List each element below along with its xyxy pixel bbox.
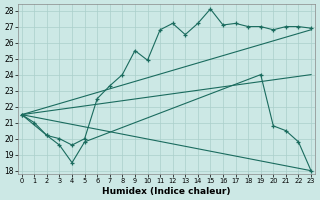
- X-axis label: Humidex (Indice chaleur): Humidex (Indice chaleur): [102, 187, 231, 196]
